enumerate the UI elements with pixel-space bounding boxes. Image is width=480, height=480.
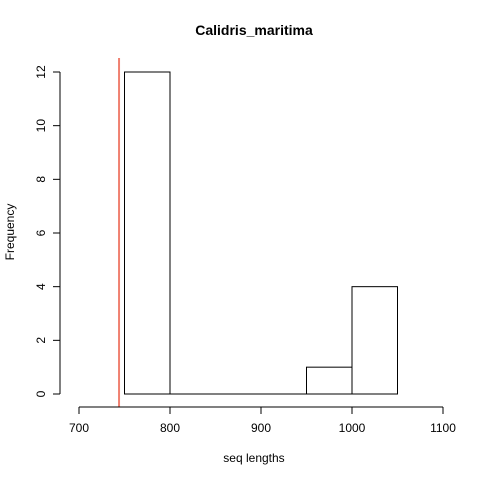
y-tick-label: 0	[34, 390, 48, 397]
y-tick-label: 4	[34, 283, 48, 290]
x-axis-label: seq lengths	[223, 451, 284, 465]
y-tick-label: 8	[34, 176, 48, 183]
y-tick-label: 6	[34, 229, 48, 236]
histogram-bar-0	[124, 71, 171, 395]
x-tick-label: 800	[160, 421, 180, 435]
chart-title: Calidris_maritima	[195, 22, 313, 38]
histogram-bar-5	[351, 286, 398, 395]
y-axis: 0 2 4 6 8 10 12	[34, 65, 61, 397]
x-tick-label: 1100	[430, 421, 456, 435]
histogram-bar-4	[306, 366, 353, 395]
histogram-bars	[124, 71, 398, 395]
y-axis-label: Frequency	[3, 204, 17, 261]
y-tick-label: 2	[34, 337, 48, 344]
x-axis: 700 800 900 1000 1100	[69, 406, 456, 435]
x-tick-label: 1000	[339, 421, 366, 435]
x-tick-label: 900	[251, 421, 271, 435]
y-tick-label: 12	[34, 65, 48, 79]
y-tick-label: 10	[34, 119, 48, 133]
x-tick-label: 700	[69, 421, 89, 435]
